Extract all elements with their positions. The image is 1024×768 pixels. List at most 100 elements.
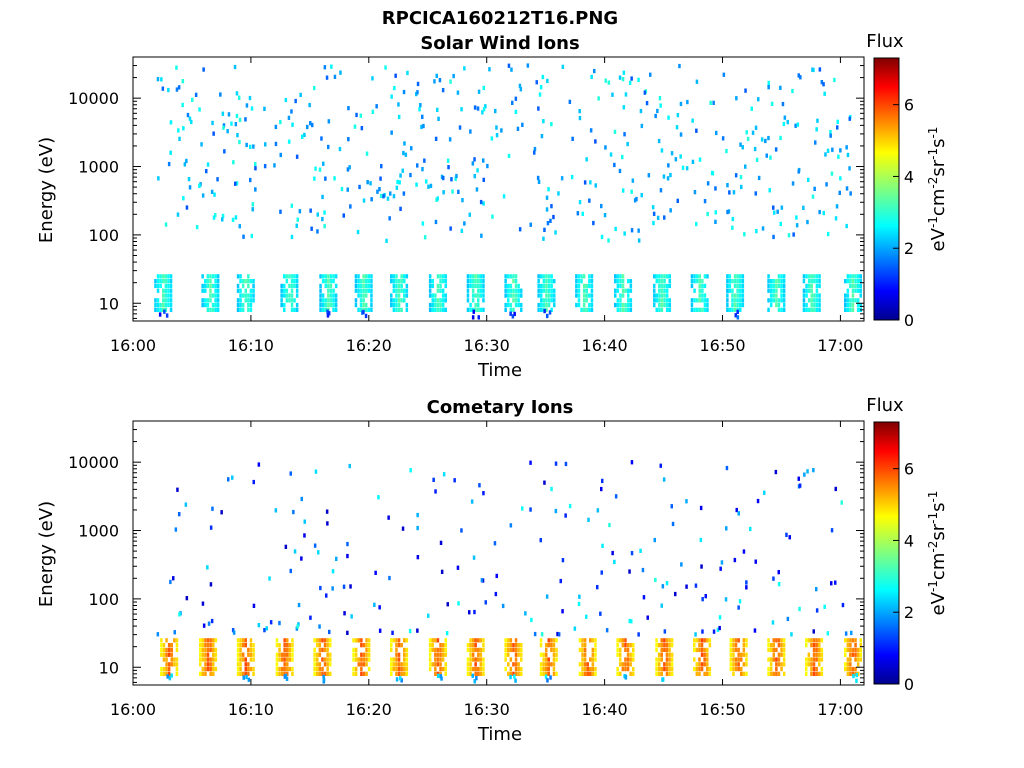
heatmap-cell xyxy=(656,108,659,114)
heatmap-cell xyxy=(509,311,512,316)
heatmap-cell xyxy=(295,283,299,289)
heatmap-cell xyxy=(751,130,755,135)
heatmap-cell xyxy=(359,307,363,312)
heatmap-cell xyxy=(236,288,240,293)
heatmap-cell xyxy=(810,662,813,667)
heatmap-cell xyxy=(589,128,593,133)
heatmap-cell xyxy=(396,179,399,185)
heatmap-cell xyxy=(805,288,808,293)
heatmap-cell xyxy=(509,302,513,308)
heatmap-cell xyxy=(474,638,477,643)
heatmap-cell xyxy=(618,168,622,174)
heatmap-cell xyxy=(852,673,855,679)
heatmap-cell xyxy=(283,652,286,657)
heatmap-cell xyxy=(159,307,162,312)
heatmap-cell xyxy=(409,172,412,178)
heatmap-cell xyxy=(334,274,338,279)
heatmap-cell xyxy=(296,624,299,629)
heatmap-cell xyxy=(176,487,179,492)
heatmap-cell xyxy=(674,157,678,162)
heatmap-cell xyxy=(630,76,633,81)
heatmap-cell xyxy=(671,521,675,527)
heatmap-cell xyxy=(438,78,442,83)
heatmap-cell xyxy=(416,163,419,168)
heatmap-cell xyxy=(668,307,671,312)
heatmap-cell xyxy=(556,631,559,637)
heatmap-cell xyxy=(244,657,247,662)
heatmap-cell xyxy=(397,662,401,667)
heatmap-cell xyxy=(691,118,694,123)
heatmap-cell xyxy=(703,652,706,657)
heatmap-cell xyxy=(663,638,666,643)
heatmap-cell xyxy=(329,638,332,643)
heatmap-cell xyxy=(234,181,237,186)
heatmap-cell xyxy=(767,298,770,303)
heatmap-cell xyxy=(767,85,770,90)
heatmap-cell xyxy=(660,274,664,279)
heatmap-cell xyxy=(482,638,485,643)
heatmap-cell xyxy=(626,666,630,672)
heatmap-cell xyxy=(627,279,630,284)
heatmap-cell xyxy=(431,662,434,667)
heatmap-cell xyxy=(355,112,358,118)
heatmap-cell xyxy=(162,279,165,284)
heatmap-cell xyxy=(236,657,240,662)
heatmap-cell xyxy=(510,67,513,72)
heatmap-cell xyxy=(591,647,595,653)
heatmap-cell xyxy=(169,302,173,308)
heatmap-cell xyxy=(167,302,170,308)
heatmap-cell xyxy=(283,302,286,308)
heatmap-cell xyxy=(780,274,783,279)
heatmap-cell xyxy=(403,647,406,653)
heatmap-cell xyxy=(392,194,396,199)
heatmap-cell xyxy=(321,293,325,298)
heatmap-cell xyxy=(849,671,852,676)
heatmap-cell xyxy=(221,111,225,116)
heatmap-cell xyxy=(712,100,715,105)
heatmap-cell xyxy=(278,652,281,657)
heatmap-cell xyxy=(736,302,739,308)
heatmap-cell xyxy=(849,652,852,657)
heatmap-cell xyxy=(660,293,664,298)
heatmap-cell xyxy=(755,157,759,162)
heatmap-cell xyxy=(802,302,806,308)
heatmap-cell xyxy=(280,671,284,676)
heatmap-cell xyxy=(701,283,704,289)
heatmap-cell xyxy=(352,638,355,643)
heatmap-cell xyxy=(159,302,162,308)
heatmap-cell xyxy=(549,218,552,223)
heatmap-cell xyxy=(504,279,507,284)
heatmap-cell xyxy=(542,666,545,672)
heatmap-cell xyxy=(280,302,283,308)
heatmap-cell xyxy=(214,288,217,293)
heatmap-cell xyxy=(529,507,532,512)
heatmap-cell xyxy=(158,312,162,317)
heatmap-cell xyxy=(585,307,588,312)
heatmap-cell xyxy=(354,647,358,653)
colorbar-label: eV-1cm-2sr-1s-1 xyxy=(926,127,949,252)
heatmap-cell xyxy=(287,115,291,120)
heatmap-cell xyxy=(431,293,434,298)
heatmap-cell xyxy=(444,307,447,312)
heatmap-cell xyxy=(846,152,850,158)
heatmap-cell xyxy=(329,657,332,662)
heatmap-cell xyxy=(239,298,242,303)
heatmap-cell xyxy=(550,122,553,127)
heatmap-cell xyxy=(395,293,398,298)
heatmap-cell xyxy=(583,180,587,185)
heatmap-cell xyxy=(357,307,360,312)
heatmap-cell xyxy=(290,274,294,279)
heatmap-cell xyxy=(693,298,696,303)
heatmap-cell xyxy=(477,89,481,94)
heatmap-cell xyxy=(837,154,840,159)
heatmap-cell xyxy=(639,548,642,553)
heatmap-cell xyxy=(583,666,587,672)
x-tick-label: 16:50 xyxy=(699,700,745,719)
heatmap-cell xyxy=(586,666,589,672)
heatmap-cell xyxy=(400,279,403,284)
heatmap-cell xyxy=(167,283,170,289)
heatmap-cell xyxy=(471,274,475,279)
heatmap-cell xyxy=(395,643,398,648)
heatmap-cell xyxy=(834,580,837,585)
heatmap-cell xyxy=(194,92,198,97)
